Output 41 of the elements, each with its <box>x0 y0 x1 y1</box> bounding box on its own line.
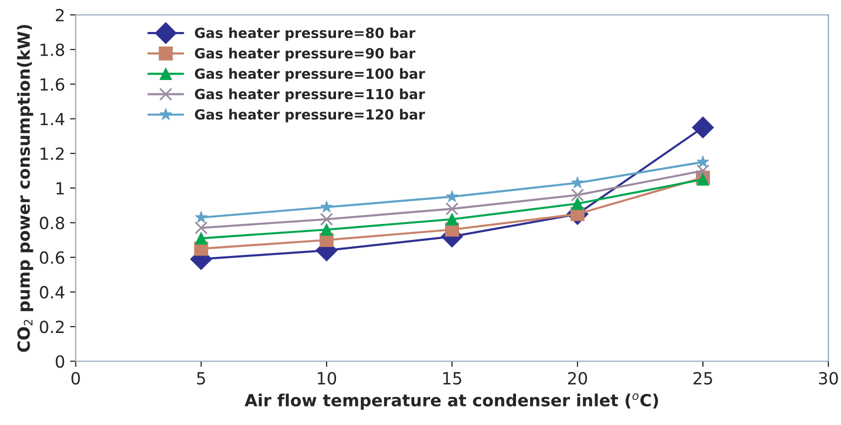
point <box>320 212 334 226</box>
y-tick-label: 1.6 <box>40 78 64 91</box>
y-tick-label: 0.4 <box>40 286 64 299</box>
point <box>692 116 714 138</box>
point <box>446 190 458 202</box>
x-tick-label: 20 <box>568 372 587 385</box>
y-tick-label: 1 <box>56 182 64 194</box>
point <box>446 213 458 226</box>
y-tick-label: 0.2 <box>40 320 64 334</box>
point <box>571 197 584 210</box>
x-tick-label: 10 <box>318 372 336 385</box>
point <box>320 223 333 236</box>
point <box>194 232 208 244</box>
point <box>571 176 584 188</box>
legend-label: Gas heater pressure=110 bar <box>194 88 426 102</box>
legend-label: Gas heater pressure=80 bar <box>194 27 416 41</box>
x-tick-label: 5 <box>197 372 205 385</box>
y-tick-label: 2 <box>56 8 64 22</box>
point <box>446 202 459 216</box>
y-axis-title: CO$_{2}$ pump power consumption(kW) <box>17 24 34 352</box>
y-tick-label: 1.4 <box>40 112 64 126</box>
point <box>696 155 710 168</box>
y-tick-label: 0 <box>56 355 64 368</box>
x-tick-label: 25 <box>694 372 712 385</box>
legend-label: Gas heater pressure=90 bar <box>194 48 416 62</box>
point <box>570 188 584 202</box>
y-tick-label: 0.8 <box>40 216 64 230</box>
x-tick-label: 0 <box>71 372 80 385</box>
legend-label: Gas heater pressure=120 bar <box>194 108 426 122</box>
legend-label: Gas heater pressure=100 bar <box>194 68 426 82</box>
y-tick-label: 0.6 <box>40 251 64 264</box>
x-tick-label: 30 <box>819 372 838 385</box>
y-tick-label: 1.2 <box>40 147 64 160</box>
x-tick-label: 15 <box>443 372 462 385</box>
y-tick-label: 1.8 <box>40 43 64 56</box>
point <box>320 200 333 213</box>
point <box>696 164 710 178</box>
x-axis-title: Air flow temperature at condenser inlet ($^{o}$C) <box>244 393 658 410</box>
point <box>696 173 710 186</box>
point <box>194 221 208 234</box>
point <box>194 210 208 223</box>
